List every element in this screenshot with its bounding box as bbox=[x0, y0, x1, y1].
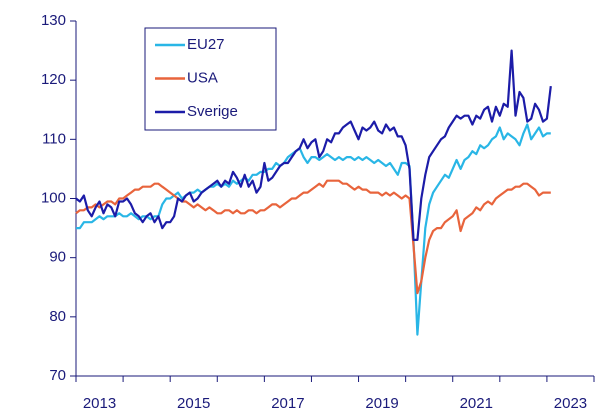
y-tick-label: 110 bbox=[42, 130, 66, 147]
series-line bbox=[75, 49, 552, 241]
y-tick-label: 80 bbox=[49, 308, 66, 325]
legend-label: EU27 bbox=[187, 36, 225, 53]
y-tick-label: 70 bbox=[49, 367, 66, 384]
legend-label: USA bbox=[187, 69, 218, 86]
series-line bbox=[76, 123, 551, 336]
y-tick-label: 130 bbox=[41, 12, 66, 29]
x-tick-label: 2017 bbox=[271, 395, 304, 412]
y-tick-label: 100 bbox=[41, 189, 66, 206]
x-tick-label: 2015 bbox=[177, 395, 210, 412]
series-line bbox=[75, 179, 551, 295]
legend-label: Sverige bbox=[187, 103, 238, 120]
x-tick-label: 2023 bbox=[554, 395, 587, 412]
x-tick-label: 2019 bbox=[365, 395, 398, 412]
y-tick-label: 120 bbox=[41, 71, 66, 88]
y-tick-label: 90 bbox=[49, 249, 66, 266]
x-tick-label: 2021 bbox=[460, 395, 493, 412]
x-tick-label: 2013 bbox=[83, 395, 116, 412]
